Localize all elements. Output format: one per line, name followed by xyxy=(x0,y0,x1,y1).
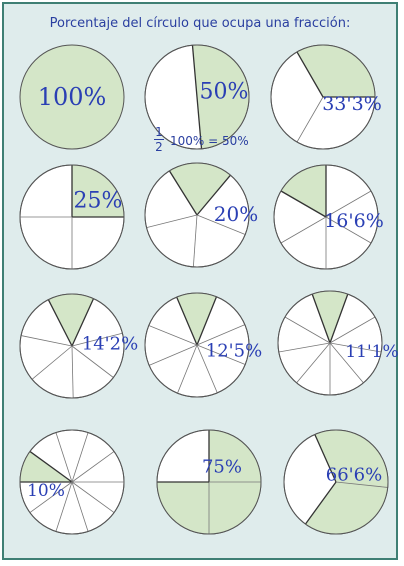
division-line xyxy=(29,481,73,513)
division-line xyxy=(177,344,198,394)
pie-circle-10: 10% xyxy=(19,429,125,535)
half-note: 1 2 100% = 50% xyxy=(150,124,260,160)
division-line xyxy=(196,344,218,394)
division-line xyxy=(196,214,246,235)
division-line xyxy=(71,481,115,513)
division-line xyxy=(55,481,73,532)
pie-rim xyxy=(144,162,250,268)
percentage-label: 75% xyxy=(202,457,242,478)
shaded-sector xyxy=(72,165,124,217)
division-line xyxy=(325,216,372,244)
shaded-sector xyxy=(192,45,249,149)
division-line xyxy=(335,481,388,488)
pie-circle-2: 50% xyxy=(144,44,250,150)
division-line xyxy=(296,51,324,98)
division-line xyxy=(196,344,246,365)
pie-rim xyxy=(19,293,125,399)
division-line xyxy=(146,214,198,228)
division-line xyxy=(280,190,327,218)
pie-circle-9: 11'1% xyxy=(277,290,399,396)
shaded-sector xyxy=(312,291,348,343)
division-line xyxy=(71,481,89,532)
division-line xyxy=(176,296,198,346)
page-title: Porcentaje del círculo que ocupa una fra… xyxy=(49,16,351,31)
division-line xyxy=(148,344,198,366)
division-line xyxy=(71,332,123,347)
pie-circle-5: 20% xyxy=(144,162,258,268)
pie-rim xyxy=(19,429,125,535)
fraction-numerator: 1 xyxy=(155,125,163,139)
percentage-label: 66'6% xyxy=(326,465,382,486)
percentage-label: 100% xyxy=(38,83,107,111)
division-line xyxy=(196,174,231,216)
division-line xyxy=(278,342,331,353)
pie-circle-4: 25% xyxy=(19,164,125,270)
division-line xyxy=(314,434,337,483)
pie-rim xyxy=(144,44,250,150)
division-line xyxy=(71,345,74,398)
division-line xyxy=(311,293,331,344)
percentage-label: 20% xyxy=(214,202,258,226)
pie-rim xyxy=(283,429,389,535)
pie-circle-8: 12'5% xyxy=(144,292,262,398)
division-line xyxy=(329,293,349,344)
pie-circle-11: 75% xyxy=(156,429,262,535)
shaded-sector xyxy=(305,430,389,535)
pie-circle-3: 33'3% xyxy=(270,44,382,150)
division-line xyxy=(192,214,198,267)
division-line xyxy=(296,342,331,384)
fraction-denominator: 2 xyxy=(155,140,163,154)
division-line xyxy=(148,325,198,346)
division-line xyxy=(196,96,203,149)
shaded-sector xyxy=(176,292,217,345)
pie-outline xyxy=(19,44,125,150)
pie-rim xyxy=(270,44,376,150)
division-line xyxy=(280,216,327,244)
percentage-label: 33'3% xyxy=(322,93,382,115)
percentage-label: 10% xyxy=(27,481,65,501)
pie-rim xyxy=(277,290,383,396)
division-line xyxy=(71,298,95,347)
division-line xyxy=(329,342,382,353)
division-line xyxy=(304,481,337,525)
percentage-label: 11'1% xyxy=(345,342,398,362)
pie-rim xyxy=(156,429,262,535)
division-line xyxy=(71,345,114,378)
division-line xyxy=(191,45,198,98)
division-line xyxy=(31,345,73,380)
pie-circle-12: 66'6% xyxy=(283,429,389,535)
division-line xyxy=(329,316,376,344)
division-line xyxy=(29,450,73,483)
percentage-label: 14'2% xyxy=(82,334,138,355)
pie-circle-6: 16'6% xyxy=(273,164,384,270)
division-line xyxy=(71,451,115,483)
shaded-sector xyxy=(297,45,375,97)
shaded-sector xyxy=(48,294,94,346)
pie-circle-1: 100% xyxy=(19,44,125,150)
shaded-sector xyxy=(20,451,72,482)
percentage-label: 12'5% xyxy=(206,341,262,362)
division-line xyxy=(284,316,331,344)
pie-rim xyxy=(273,164,379,270)
pie-rim xyxy=(19,164,125,270)
percentage-label: 16'6% xyxy=(324,210,384,232)
division-line xyxy=(196,324,246,346)
pie-circle-7: 14'2% xyxy=(19,293,138,399)
division-line xyxy=(325,190,372,218)
percentage-label: 25% xyxy=(74,189,123,214)
division-line xyxy=(47,299,73,347)
division-line xyxy=(168,170,198,216)
shaded-sector xyxy=(169,163,231,215)
division-line xyxy=(55,432,73,483)
fraction-one-half: 1 2 xyxy=(154,126,164,153)
division-line xyxy=(71,432,89,483)
division-line xyxy=(329,342,364,384)
pie-rim xyxy=(144,292,250,398)
division-line xyxy=(196,296,218,346)
percentage-label: 50% xyxy=(200,80,249,105)
division-line xyxy=(20,335,73,347)
division-line xyxy=(296,96,324,143)
note-equation: 100% = 50% xyxy=(170,134,249,148)
